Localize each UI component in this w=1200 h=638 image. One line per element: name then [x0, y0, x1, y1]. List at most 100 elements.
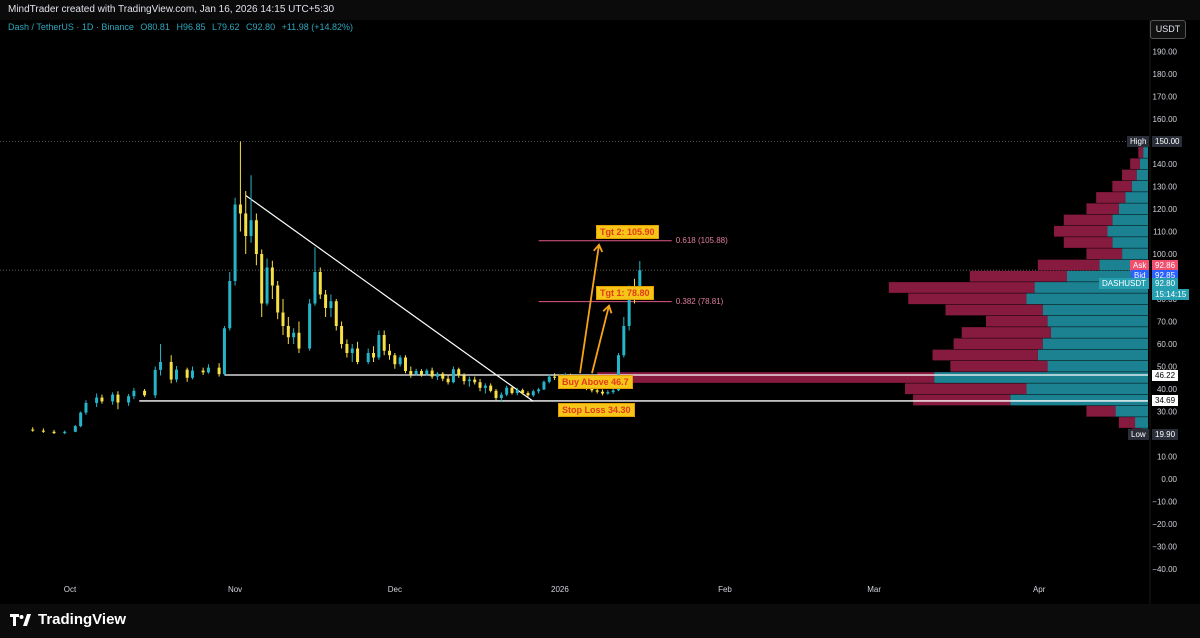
- candle-body[interactable]: [489, 385, 493, 391]
- candle-body[interactable]: [153, 369, 157, 396]
- candle-body[interactable]: [419, 371, 423, 375]
- candle-body[interactable]: [244, 213, 248, 237]
- candle-body[interactable]: [430, 370, 434, 377]
- candle-body[interactable]: [95, 397, 99, 403]
- candle-body[interactable]: [233, 204, 237, 282]
- candle-body[interactable]: [313, 272, 317, 304]
- candle-body[interactable]: [270, 267, 274, 286]
- candle-body[interactable]: [324, 294, 328, 309]
- candle-body[interactable]: [175, 369, 179, 380]
- candle-body[interactable]: [297, 332, 301, 349]
- candle-body[interactable]: [521, 390, 525, 394]
- candle-body[interactable]: [547, 376, 551, 382]
- candle-body[interactable]: [84, 402, 88, 413]
- candle-body[interactable]: [414, 371, 418, 375]
- candle-body[interactable]: [73, 426, 77, 432]
- candle-body[interactable]: [366, 353, 370, 362]
- candle-body[interactable]: [318, 272, 322, 295]
- candle-body[interactable]: [382, 335, 386, 351]
- candle-body[interactable]: [100, 397, 104, 402]
- candle-body[interactable]: [483, 385, 487, 388]
- candle-body[interactable]: [281, 312, 285, 327]
- candle-body[interactable]: [63, 431, 67, 434]
- candle-body[interactable]: [446, 378, 450, 383]
- candle-body[interactable]: [611, 390, 615, 393]
- candle-body[interactable]: [457, 369, 461, 376]
- candle-body[interactable]: [473, 379, 477, 383]
- candle-body[interactable]: [143, 390, 147, 396]
- candle-body[interactable]: [169, 362, 173, 380]
- candle-body[interactable]: [531, 391, 535, 396]
- candle-body[interactable]: [499, 394, 503, 398]
- candle-body[interactable]: [388, 350, 392, 356]
- candle-body[interactable]: [616, 355, 620, 391]
- candle-body[interactable]: [308, 303, 312, 349]
- candle-body[interactable]: [451, 369, 455, 383]
- candle-body[interactable]: [494, 390, 498, 398]
- candle-body[interactable]: [425, 370, 429, 375]
- candle-body[interactable]: [372, 353, 376, 358]
- tradingview-logo[interactable]: TradingView: [10, 611, 126, 628]
- candle-body[interactable]: [132, 390, 136, 397]
- candle-body[interactable]: [409, 371, 413, 375]
- candle-body[interactable]: [127, 396, 131, 403]
- candle-body[interactable]: [542, 381, 546, 390]
- candle-body[interactable]: [190, 370, 194, 378]
- candle-body[interactable]: [393, 355, 397, 365]
- candle-body[interactable]: [398, 357, 402, 365]
- candle-body[interactable]: [292, 332, 296, 338]
- candle-body[interactable]: [254, 220, 258, 254]
- candle-body[interactable]: [638, 270, 642, 298]
- candle-body[interactable]: [606, 392, 610, 394]
- candle-body[interactable]: [329, 301, 333, 308]
- candle-body[interactable]: [334, 301, 338, 326]
- candle-body[interactable]: [206, 367, 210, 373]
- candle-body[interactable]: [526, 393, 530, 396]
- candle-body[interactable]: [601, 391, 605, 394]
- candle-body[interactable]: [111, 394, 115, 402]
- candle-body[interactable]: [478, 382, 482, 388]
- candle-body[interactable]: [228, 281, 232, 329]
- candle-body[interactable]: [41, 430, 45, 432]
- candle-body[interactable]: [31, 429, 35, 431]
- candle-body[interactable]: [201, 370, 205, 373]
- symbol-name[interactable]: Dash / TetherUS · 1D · Binance: [8, 22, 134, 32]
- candle-body[interactable]: [510, 387, 514, 394]
- candle-body[interactable]: [340, 326, 344, 344]
- candle-body[interactable]: [435, 373, 439, 377]
- candle-body[interactable]: [159, 362, 163, 370]
- candle-body[interactable]: [52, 431, 56, 434]
- symbol-legend[interactable]: Dash / TetherUS · 1D · Binance O80.81 H9…: [8, 22, 357, 32]
- candle-body[interactable]: [356, 348, 360, 363]
- candle-body[interactable]: [467, 379, 471, 382]
- candle-body[interactable]: [260, 254, 264, 304]
- candle-body[interactable]: [345, 344, 349, 353]
- candle-body[interactable]: [265, 267, 269, 304]
- y-tick-label: −20.00: [1152, 520, 1177, 529]
- candle-body[interactable]: [595, 390, 599, 392]
- candle-body[interactable]: [238, 204, 242, 214]
- candle-body[interactable]: [462, 375, 466, 382]
- candle-body[interactable]: [553, 376, 557, 378]
- candle-body[interactable]: [622, 326, 626, 356]
- candle-body[interactable]: [116, 394, 120, 403]
- candle-body[interactable]: [222, 328, 226, 375]
- candle-body[interactable]: [249, 220, 253, 236]
- candle-body[interactable]: [217, 367, 221, 375]
- candle-body[interactable]: [505, 387, 509, 395]
- candle-body[interactable]: [276, 285, 280, 313]
- downtrend-line[interactable]: [245, 195, 534, 402]
- candle-body[interactable]: [627, 287, 631, 326]
- currency-button[interactable]: USDT: [1150, 20, 1186, 39]
- candle-body[interactable]: [79, 412, 83, 427]
- candle-body[interactable]: [441, 373, 445, 379]
- candle-body[interactable]: [185, 369, 189, 378]
- candle-body[interactable]: [515, 390, 519, 394]
- candle-body[interactable]: [590, 388, 594, 391]
- candle-body[interactable]: [403, 357, 407, 372]
- candle-body[interactable]: [377, 335, 381, 358]
- candle-body[interactable]: [286, 326, 290, 338]
- candle-body[interactable]: [537, 389, 541, 392]
- candle-body[interactable]: [350, 348, 354, 354]
